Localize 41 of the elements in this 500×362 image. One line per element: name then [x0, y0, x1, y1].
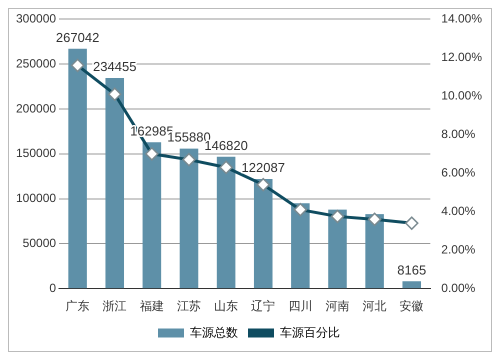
x-tick-label: 河北 — [362, 299, 387, 314]
y-tick-label: 0 — [49, 280, 56, 295]
y-tick-label: 200000 — [16, 101, 56, 116]
x-tick-label: 安徽 — [400, 299, 424, 314]
y-tick-label: 150000 — [16, 146, 56, 160]
legend-label: 车源总数 — [190, 325, 238, 340]
data-label: 267042 — [56, 30, 100, 45]
y-tick-label: 100000 — [16, 191, 56, 206]
bar — [291, 203, 310, 288]
x-tick-label: 四川 — [288, 299, 312, 314]
y2-tick-label: 0.00% — [441, 280, 476, 295]
y2-tick-label: 6.00% — [441, 165, 476, 180]
bar — [68, 48, 87, 288]
bar — [180, 148, 198, 288]
y-tick-label: 300000 — [16, 12, 56, 26]
y2-tick-label: 2.00% — [441, 242, 476, 256]
bar — [328, 210, 347, 288]
bar — [402, 281, 422, 288]
y2-tick-label: 10.00% — [441, 88, 482, 102]
y2-tick-label: 8.00% — [441, 126, 476, 141]
x-tick-label: 江苏 — [176, 299, 201, 314]
data-label: 234455 — [93, 59, 136, 74]
bar — [142, 142, 162, 288]
y-tick-label: 50000 — [22, 236, 56, 250]
x-tick-label: 河南 — [325, 299, 350, 314]
bar — [254, 178, 273, 288]
x-tick-label: 广东 — [66, 299, 90, 314]
bar — [105, 78, 124, 288]
bar — [216, 156, 236, 288]
x-tick-label: 山东 — [214, 299, 238, 314]
y2-tick-label: 14.00% — [441, 12, 482, 26]
bar — [365, 214, 384, 288]
x-tick-label: 辽宁 — [251, 299, 276, 314]
data-label: 122087 — [242, 160, 285, 176]
legend-label: 车源百分比 — [280, 325, 340, 340]
y2-tick-label: 12.00% — [441, 50, 482, 64]
y2-tick-label: 4.00% — [441, 204, 476, 218]
y-tick-label: 250000 — [16, 56, 56, 70]
x-tick-label: 浙江 — [102, 299, 127, 314]
data-label: 8165 — [397, 262, 426, 278]
x-tick-label: 福建 — [140, 299, 164, 314]
